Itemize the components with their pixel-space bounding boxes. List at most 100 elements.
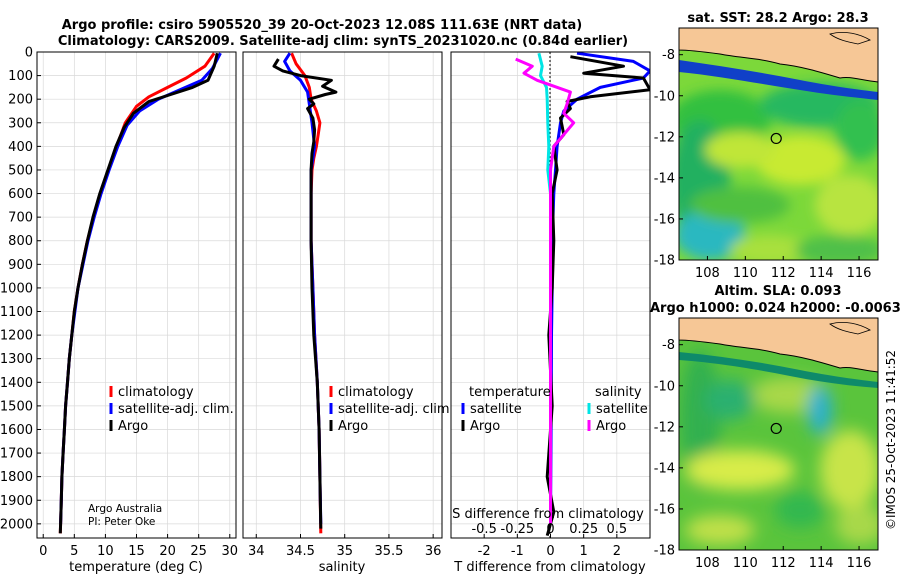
series-line-argo [272,58,338,529]
x-tick-label: 10 [97,544,114,559]
map-y-tick-label: -16 [654,212,675,227]
map-y-tick-label: -14 [654,461,675,476]
series-line-argo [58,52,219,534]
map-x-tick-label: 114 [809,266,834,281]
legend-salinity-title: salinity [595,385,642,400]
legend-s-satellite: satellite [596,402,648,417]
salinity-xlabel: salinity [319,560,366,575]
temperature-legend-satellite: satellite-adj. clim. [118,402,234,417]
figure-title-line1: Argo profile: csiro 5905520_39 20-Oct-20… [62,18,583,33]
legend-t-satellite: satellite [470,402,522,417]
s-tick-label: 0 [546,522,554,537]
x-tick-label: 20 [159,544,176,559]
x-tick-label: 34.5 [286,544,315,559]
y-tick-label: 1800 [0,470,33,485]
map-y-tick-label: -14 [654,171,675,186]
map-x-tick-label: 108 [695,266,720,281]
map-x-tick-label: 116 [847,266,872,281]
s-tick-label: 0.5 [606,522,627,537]
figure-title-line2: Climatology: CARS2009. Satellite-adj cli… [58,34,628,49]
x-tick-label: 1 [580,544,588,559]
x-tick-label: -1 [511,544,524,559]
legend-s-argo: Argo [596,419,626,434]
y-tick-label: 1000 [0,281,33,296]
salinity-legend-argo: Argo [338,419,368,434]
y-tick-label: 1100 [0,305,33,320]
y-tick-label: 1600 [0,423,33,438]
map-x-tick-label: 114 [809,556,834,571]
x-tick-label: 35 [336,544,353,559]
map-x-tick-label: 110 [733,556,758,571]
map-y-tick-label: -8 [662,48,675,63]
legend-temperature-title: temperature [469,385,551,400]
map-y-tick-label: -12 [654,130,675,145]
sst-map-title: sat. SST: 28.2 Argo: 28.3 [687,11,868,26]
x-tick-label: 2 [613,544,621,559]
map-y-tick-label: -8 [662,338,675,353]
argo-position-marker [770,422,782,435]
x-tick-label: 15 [128,544,145,559]
temperature-xlabel: temperature (deg C) [69,560,203,575]
sla-map-subtitle: Argo h1000: 0.024 h2000: -0.0063 [650,301,900,316]
temperature-legend: climatology satellite-adj. clim. Argo [109,385,234,434]
y-tick-label: 2000 [0,517,33,532]
salinity-legend: climatology satellite-adj. clim. Argo [329,385,454,434]
map-x-tick-label: 116 [847,556,872,571]
salinity-panel: 34 34.5 35 35.5 36 salinity climatology sate… [242,51,454,575]
map-y-tick-label: -18 [654,544,675,559]
temperature-panel: 0100200300400500600700800900100011001200… [0,46,238,576]
y-tick-label: 500 [8,163,33,178]
series-line-s-argo [515,57,576,524]
legend-t-argo: Argo [470,419,500,434]
argo-position-marker [770,132,782,145]
s-tick-label: -0.25 [501,522,535,537]
y-tick-label: 600 [8,187,33,202]
y-tick-label: 700 [8,211,33,226]
x-tick-label: 0 [39,544,47,559]
timestamp-text: ©IMOS 25-Oct-2023 11:41:52 [884,350,898,530]
credit-text: Argo Australia [88,503,162,515]
s-tick-label: -0.5 [471,522,496,537]
sla-map: Altim. SLA: 0.093 Argo h1000: 0.024 h200… [650,284,900,571]
y-tick-label: 900 [8,258,33,273]
map-y-tick-label: -18 [654,254,675,269]
map-x-tick-label: 112 [771,556,796,571]
y-tick-label: 1300 [0,352,33,367]
y-tick-label: 1700 [0,447,33,462]
x-tick-label: -2 [478,544,491,559]
x-tick-label: 0 [546,544,554,559]
x-tick-label: 36 [425,544,442,559]
x-tick-label: 34 [248,544,265,559]
t-difference-xlabel: T difference from climatology [453,560,646,575]
y-tick-label: 400 [8,140,33,155]
map-y-tick-label: -16 [654,502,675,517]
salinity-legend-climatology: climatology [338,385,414,400]
pi-text: PI: Peter Oke [88,516,155,528]
map-y-tick-label: -10 [654,89,675,104]
map-y-tick-label: -12 [654,420,675,435]
y-tick-label: 1200 [0,329,33,344]
x-tick-label: 30 [222,544,239,559]
y-tick-label: 0 [25,46,33,61]
map-x-tick-label: 112 [771,266,796,281]
y-tick-label: 200 [8,93,33,108]
sst-map: sat. SST: 28.2 Argo: 28.3 108 110 112 114 11 [654,11,879,281]
difference-panel: -2 -1 0 1 2 -0.5 -0.25 0 0.25 0.5 S difference f… [450,51,651,575]
salinity-legend-satellite: satellite-adj. clim. [338,402,454,417]
s-tick-label: 0.25 [569,522,598,537]
y-tick-label: 1500 [0,399,33,414]
map-y-tick-label: -10 [654,379,675,394]
sla-map-title: Altim. SLA: 0.093 [715,284,842,299]
temperature-legend-climatology: climatology [118,385,194,400]
y-tick-label: 300 [8,116,33,131]
x-tick-label: 25 [190,544,207,559]
y-tick-label: 1400 [0,376,33,391]
y-tick-label: 800 [8,234,33,249]
y-tick-label: 100 [8,69,33,84]
x-tick-label: 35.5 [374,544,403,559]
s-difference-label: S difference from climatology [452,507,644,522]
map-x-tick-label: 108 [695,556,720,571]
difference-legend: temperature satellite Argo salinity sate… [461,385,648,434]
temperature-legend-argo: Argo [118,419,148,434]
